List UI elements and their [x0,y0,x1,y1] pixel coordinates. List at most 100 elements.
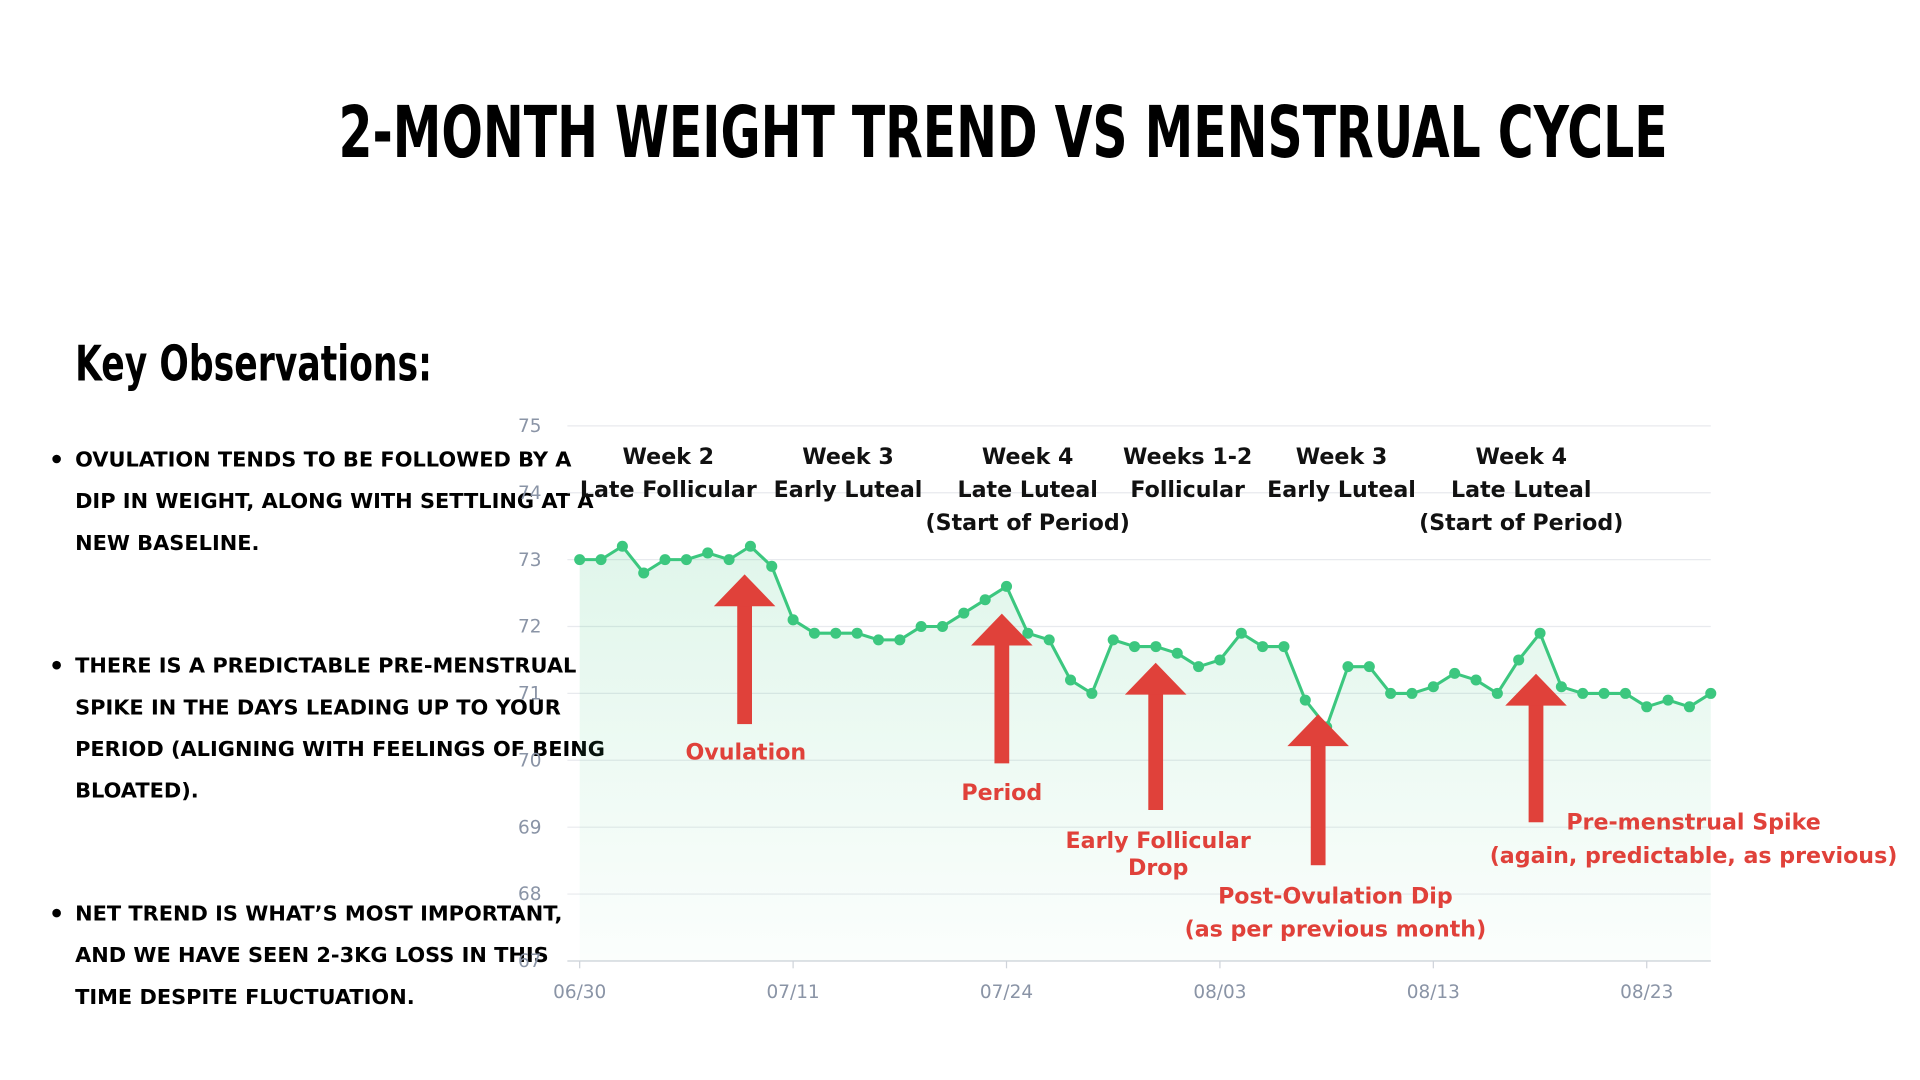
data-point [616,540,628,552]
data-point [638,567,650,579]
observation-line: NET TREND IS WHAT’S MOST IMPORTANT, [75,901,562,925]
observation-line: AND WE HAVE SEEN 2-3KG LOSS IN THIS [75,943,549,967]
annotation-label: Ovulation [685,740,806,766]
phase-label: Week 3 [802,444,894,470]
arrow-shaft [1148,692,1164,810]
data-point [1385,687,1397,699]
data-point [1064,674,1077,686]
phase-label: Follicular [1130,477,1245,503]
data-point [1641,701,1653,713]
annotation-label: Early Follicular [1066,828,1251,854]
data-point [1449,667,1461,679]
data-point [1257,641,1269,653]
data-point [1662,694,1674,706]
phase-label: Early Luteal [774,477,923,503]
data-point [1193,661,1205,673]
y-tick-label: 68 [518,884,541,905]
data-point [1150,641,1162,653]
observation-line: PERIOD (ALIGNING WITH FEELINGS OF BEING [75,737,605,761]
phase-label: Weeks 1-2 [1123,444,1252,470]
annotation-label: Period [961,780,1042,806]
arrow-head [1124,662,1187,695]
observation-line: TIME DESPITE FLUCTUATION. [75,985,415,1009]
x-tick-label: 08/03 [1193,982,1246,1003]
annotation-label: Pre-menstrual Spike [1566,810,1820,836]
data-point [1214,654,1226,666]
data-point [1278,641,1290,653]
x-tick-label: 07/24 [980,982,1033,1003]
observation-line: NEW BASELINE. [75,531,259,555]
data-point [1513,654,1525,666]
data-point [1171,647,1183,659]
phase-label: (Start of Period) [926,510,1130,536]
data-point [830,627,842,639]
phase-label: Week 3 [1296,444,1388,470]
y-tick-label: 69 [518,817,541,838]
annotation-label: Drop [1128,855,1188,881]
arrow-shaft [1310,743,1326,866]
data-point [1598,687,1610,699]
y-tick-label: 75 [518,416,541,437]
data-point [958,607,970,619]
y-tick-label: 74 [518,483,541,504]
phase-label: Late Luteal [958,477,1098,503]
arrow-shaft [737,603,752,725]
data-point [1427,681,1439,693]
data-point [1406,687,1418,699]
data-point [595,554,607,566]
data-point [1107,634,1119,646]
observation-line: SPIKE IN THE DAYS LEADING UP TO YOUR [75,695,561,719]
arrow-head [713,574,776,607]
observation-line: OVULATION TENDS TO BE FOLLOWED BY A [75,447,572,471]
arrow-head [971,613,1033,646]
data-point [872,634,885,646]
data-point [744,540,756,552]
data-point [1235,627,1247,639]
data-point [680,554,692,566]
bullet-dot [52,908,61,918]
data-point [659,554,671,566]
y-tick-label: 73 [518,550,541,571]
y-tick-label: 71 [518,684,541,705]
data-point [1129,641,1141,653]
data-point [1705,687,1717,699]
data-point [1555,681,1567,693]
y-tick-label: 70 [518,750,541,771]
annotation-label: Post-Ovulation Dip [1218,883,1453,909]
data-point [574,554,586,566]
phase-label: Week 2 [623,444,715,470]
data-point [1683,701,1695,713]
y-tick-label: 67 [518,951,541,972]
observation-line: DIP IN WEIGHT, ALONG WITH SETTLING AT A [75,489,594,513]
data-point [1619,687,1631,699]
arrow-shaft [994,643,1010,764]
data-point [894,634,906,646]
phase-label: (Start of Period) [1419,510,1623,536]
arrow-head [1287,714,1349,747]
phase-label: Week 4 [982,444,1074,470]
phase-label: Late Luteal [1451,477,1591,503]
data-point [1299,694,1311,706]
data-point [808,627,820,639]
data-point [723,554,735,566]
data-point [1470,674,1482,686]
bullet-dot [52,454,61,464]
x-tick-label: 08/23 [1620,982,1673,1003]
x-tick-label: 07/11 [767,982,820,1003]
data-point [851,627,863,639]
observation-line: THERE IS A PREDICTABLE PRE-MENSTRUAL [75,654,576,678]
data-point [1000,580,1013,592]
x-tick-label: 06/30 [553,982,606,1003]
data-point [1363,661,1375,673]
bullet-dot [52,660,61,670]
data-point [1086,687,1098,699]
annotation-label: (as per previous month) [1185,916,1487,942]
area [579,546,1711,961]
data-point [1534,627,1546,639]
data-point [1491,687,1503,699]
data-point [1577,687,1589,699]
x-tick-label: 08/13 [1407,982,1460,1003]
data-point [979,594,991,606]
phase-label: Early Luteal [1267,477,1416,503]
